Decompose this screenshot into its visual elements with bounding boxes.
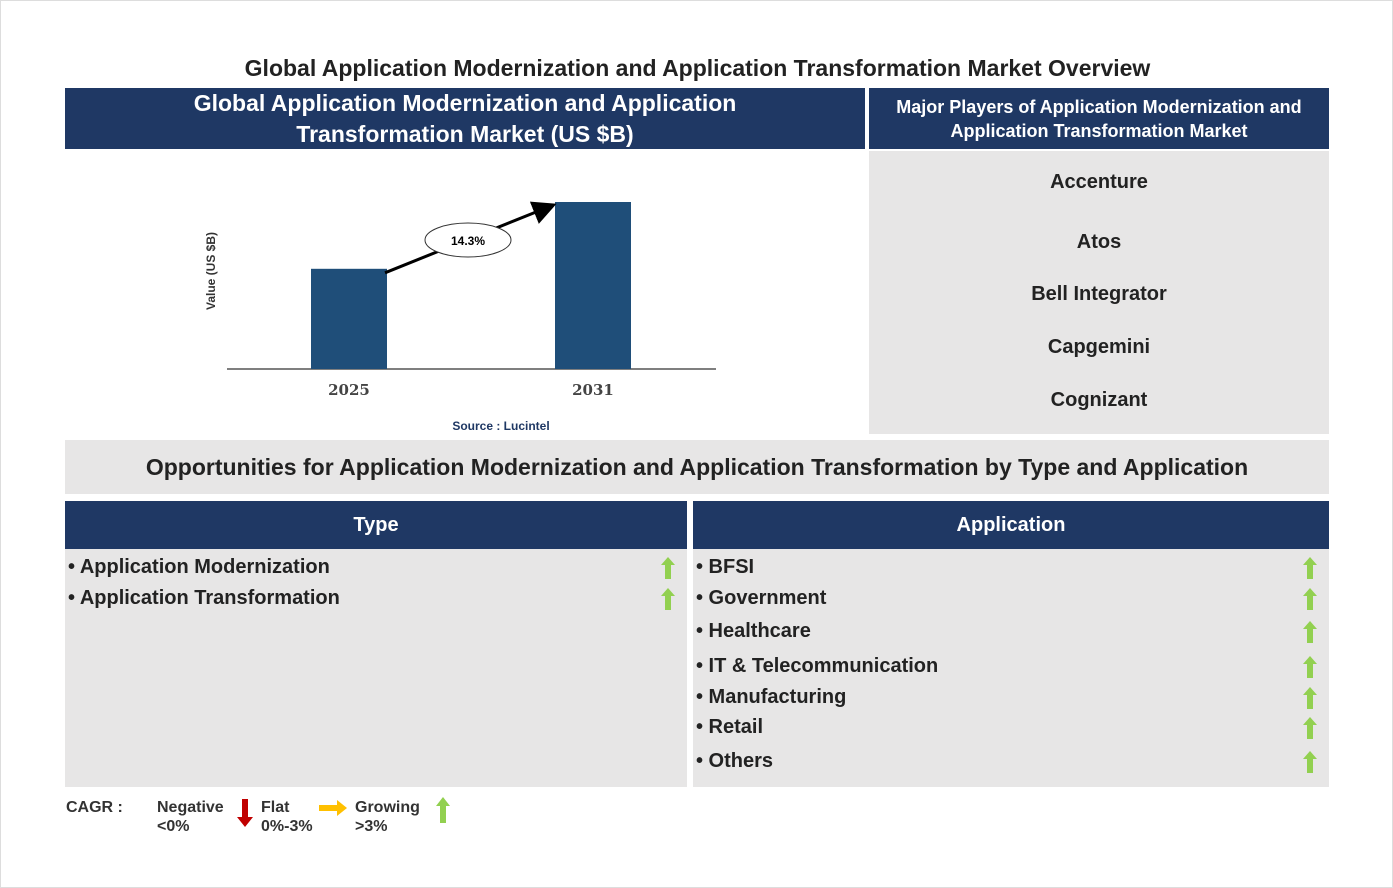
- up-arrow-icon: [1303, 557, 1317, 579]
- list-item: • Others: [696, 750, 774, 772]
- down-arrow-icon: [237, 799, 253, 827]
- player-item: Atos: [1076, 231, 1122, 253]
- player-item: Accenture: [1050, 171, 1148, 193]
- legend-flat-label: Flat: [261, 799, 290, 816]
- list-item: • Application Transformation: [68, 587, 340, 609]
- list-item: • Government: [696, 587, 827, 609]
- list-item: • Manufacturing: [696, 686, 847, 708]
- list-item: • Retail: [696, 716, 764, 738]
- x-tick-label: 2031: [572, 381, 614, 399]
- type-header: Type: [65, 501, 687, 549]
- chart-header-line1: Global Application Modernization and App…: [193, 89, 737, 116]
- up-arrow-icon: [1303, 717, 1317, 739]
- chart-header-line2: Transformation Market (US $B): [296, 120, 634, 147]
- up-arrow-icon: [661, 588, 675, 610]
- player-item: Cognizant: [1050, 389, 1148, 411]
- list-item: • Healthcare: [696, 620, 811, 642]
- up-arrow-icon: [1303, 687, 1317, 709]
- legend-negative: Negative <0%: [157, 798, 224, 836]
- x-tick-label: 2025: [328, 381, 370, 399]
- legend-negative-label: Negative: [157, 799, 224, 816]
- list-item: • Application Modernization: [68, 556, 330, 578]
- legend-growing-range: >3%: [355, 818, 388, 835]
- source-label: Source : Lucintel: [452, 419, 549, 433]
- up-arrow-icon: [436, 797, 450, 823]
- list-item: • BFSI: [696, 556, 755, 578]
- right-arrow-icon: [319, 800, 347, 816]
- legend-flat-range: 0%-3%: [261, 818, 313, 835]
- bar-chart: Value (US $B) 2025 2031 14.3% Source : Luc…: [204, 201, 716, 433]
- up-arrow-icon: [1303, 588, 1317, 610]
- list-item: • IT & Telecommunication: [696, 655, 939, 677]
- bar-2025: [311, 268, 387, 369]
- up-arrow-icon: [661, 557, 675, 579]
- chart-header: Global Application Modernization and App…: [65, 88, 865, 149]
- legend-growing: Growing >3%: [355, 798, 420, 836]
- page-title: Global Application Modernization and App…: [244, 55, 1151, 81]
- cagr-bubble: [424, 222, 512, 258]
- application-header: Application: [693, 501, 1329, 549]
- players-header-line2: Application Transformation Market: [950, 120, 1248, 141]
- cagr-label: 14.3%: [451, 234, 485, 248]
- player-item: Bell Integrator: [1031, 283, 1167, 305]
- players-header: Major Players of Application Modernizati…: [869, 88, 1329, 149]
- players-panel: [869, 151, 1329, 434]
- legend-negative-range: <0%: [157, 818, 190, 835]
- bar-2031: [555, 202, 631, 369]
- application-panel: [693, 549, 1329, 787]
- up-arrow-icon: [1303, 751, 1317, 773]
- up-arrow-icon: [1303, 621, 1317, 643]
- players-header-line1: Major Players of Application Modernizati…: [896, 96, 1302, 117]
- legend-flat: Flat 0%-3%: [261, 798, 313, 836]
- legend-growing-label: Growing: [355, 799, 420, 816]
- player-item: Capgemini: [1047, 336, 1151, 358]
- y-axis-label: Value (US $B): [204, 232, 218, 310]
- opportunities-title: Opportunities for Application Modernizat…: [65, 440, 1329, 494]
- legend-label: CAGR :: [66, 799, 123, 816]
- up-arrow-icon: [1303, 656, 1317, 678]
- type-panel: [65, 549, 687, 787]
